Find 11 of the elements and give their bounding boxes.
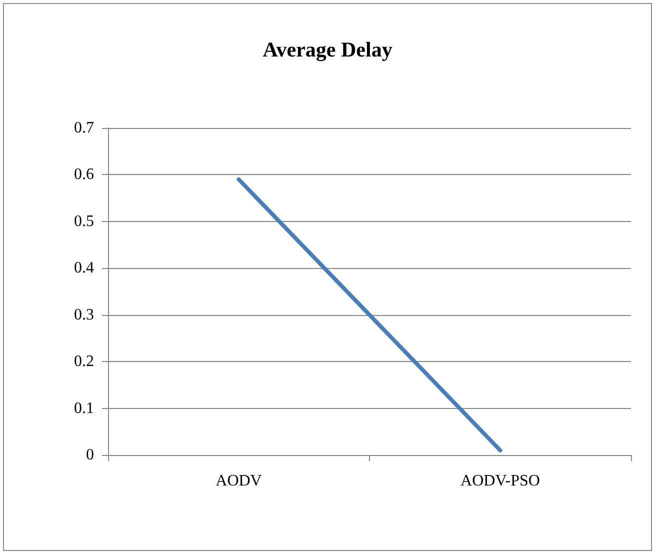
y-tick-label: 0.1	[74, 400, 94, 417]
y-tick-label: 0.6	[74, 166, 94, 184]
y-tick-label: 0.7	[74, 120, 94, 136]
y-tick-label: 0	[86, 446, 94, 464]
x-tick-label: AODV-PSO	[460, 472, 540, 490]
y-tick-label: 0.2	[74, 353, 94, 370]
y-tick-label: 0.5	[74, 212, 94, 230]
x-tick-label: AODV	[216, 472, 262, 490]
chart-title: Average Delay	[262, 38, 393, 62]
y-tick-label: 0.3	[74, 306, 94, 324]
y-tick-label: 0.4	[74, 260, 94, 277]
